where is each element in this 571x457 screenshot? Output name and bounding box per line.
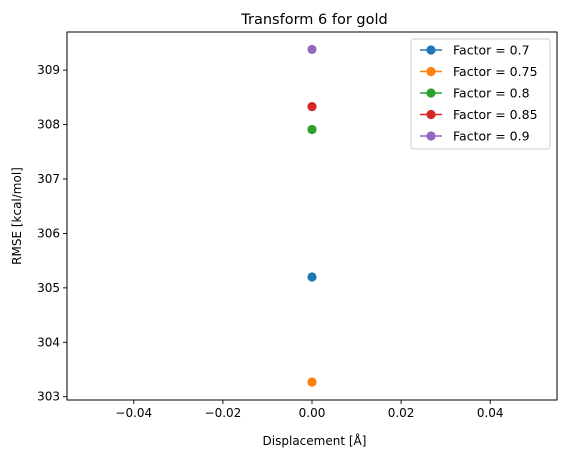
data-point	[307, 44, 317, 55]
y-tick-label: 309	[37, 63, 60, 77]
y-tick-label: 306	[37, 226, 60, 240]
x-tick-label: 0.02	[388, 406, 415, 420]
legend-marker	[426, 66, 436, 77]
plot-frame	[66, 31, 558, 401]
x-tick-label: −0.04	[115, 406, 152, 420]
legend-box	[410, 38, 551, 150]
x-tick-label: 0.00	[299, 406, 326, 420]
legend-label: Factor = 0.9	[453, 129, 530, 144]
y-axis-ticks: 303 304 305 306 307 308 309	[37, 63, 67, 404]
legend-label: Factor = 0.8	[453, 86, 530, 101]
x-tick-label: −0.02	[205, 406, 242, 420]
data-point	[307, 124, 317, 135]
legend-marker	[426, 109, 436, 120]
data-point	[307, 377, 317, 387]
x-axis-ticks: −0.04 −0.02 0.00 0.02 0.04	[115, 400, 504, 420]
legend-marker	[426, 88, 436, 98]
legend-marker	[426, 45, 436, 55]
legend-marker	[426, 131, 436, 141]
y-tick-label: 304	[37, 335, 60, 349]
chart-title: Transform 6 for gold	[240, 12, 387, 28]
x-axis-label: Displacement [Å]	[263, 433, 367, 448]
y-tick-label: 303	[37, 390, 60, 404]
legend: Factor = 0.7 Factor = 0.75 Factor = 0.8 Fac…	[410, 38, 551, 150]
legend-label: Factor = 0.7	[453, 43, 530, 58]
legend-label: Factor = 0.75	[453, 64, 538, 79]
x-tick-label: 0.04	[477, 406, 504, 420]
legend-label: Factor = 0.85	[453, 107, 538, 122]
y-tick-label: 307	[37, 172, 60, 186]
y-tick-label: 305	[37, 281, 60, 295]
data-point	[307, 272, 317, 282]
data-point	[307, 101, 317, 112]
y-tick-label: 308	[37, 118, 60, 132]
plot-marks	[307, 44, 317, 387]
y-axis-label: RMSE [kcal/mol]	[10, 167, 24, 265]
